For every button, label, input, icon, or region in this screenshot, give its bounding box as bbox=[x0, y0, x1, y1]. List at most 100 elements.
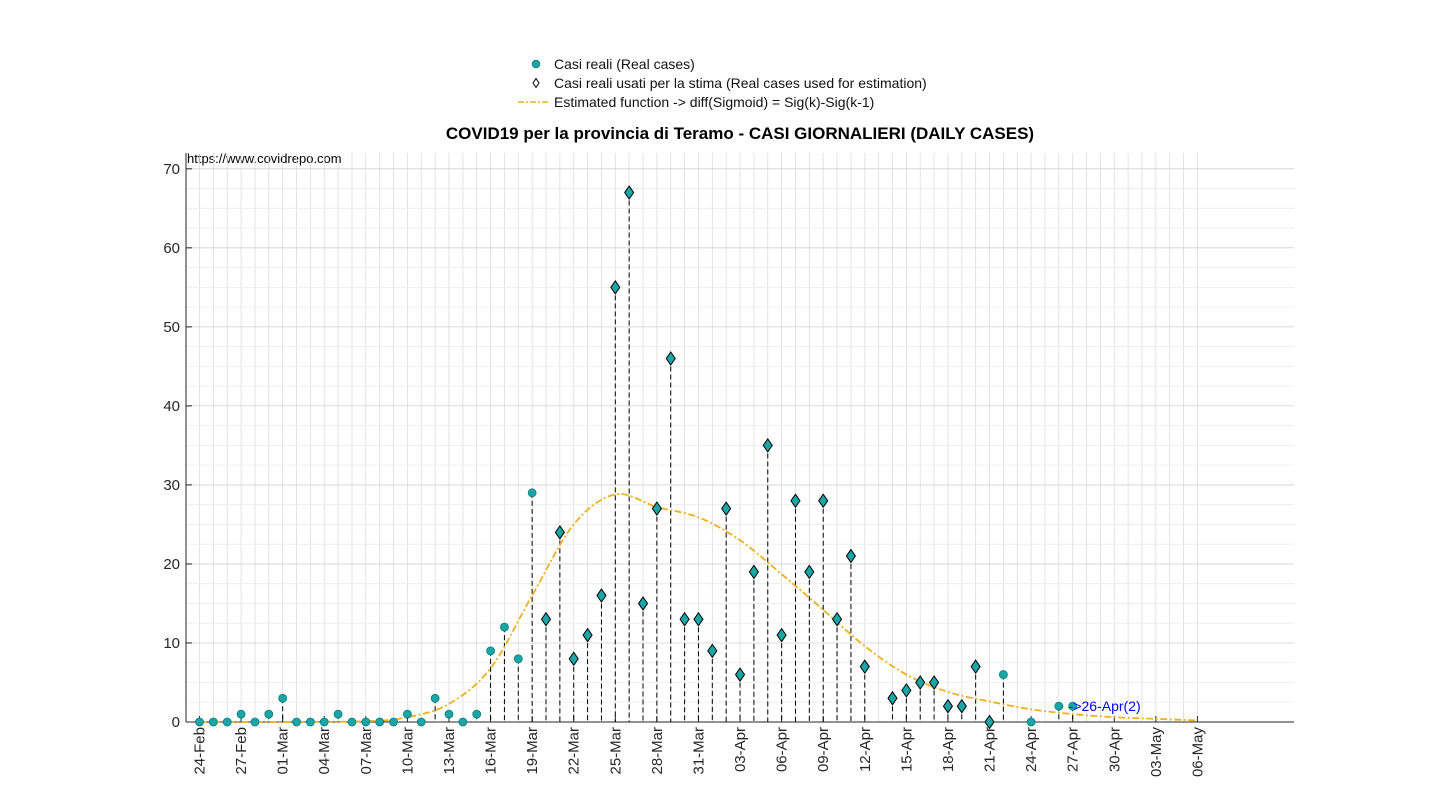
circle-point bbox=[430, 693, 440, 703]
x-tick-label: 22-Mar bbox=[566, 727, 583, 775]
diamond-point bbox=[624, 185, 635, 200]
circle-point bbox=[236, 709, 246, 719]
circle-point bbox=[444, 709, 454, 719]
diamond-point bbox=[610, 279, 621, 295]
diamond-point bbox=[942, 698, 954, 714]
circle-point bbox=[361, 717, 371, 727]
tick-label-layer: 0 10 20 30 40 50 60 70 24-Feb 27-Feb 01-Mar 04-Mar 0… bbox=[163, 161, 1206, 777]
circle-point bbox=[292, 717, 301, 727]
circle-point bbox=[319, 717, 329, 727]
circle-point bbox=[389, 717, 398, 727]
diamond-point bbox=[790, 493, 801, 509]
x-tick-label: 13-Mar bbox=[441, 727, 458, 775]
diamond-point bbox=[887, 690, 898, 706]
diamond-point bbox=[554, 524, 565, 540]
diamond-point bbox=[804, 564, 815, 580]
x-tick-label: 24-Apr bbox=[1023, 727, 1040, 772]
diamond-point bbox=[707, 643, 718, 659]
x-tick-label: 03-May bbox=[1148, 727, 1165, 778]
diamond-point bbox=[901, 683, 912, 698]
x-tick-label: 06-Apr bbox=[774, 727, 791, 772]
diamond-point bbox=[762, 438, 773, 453]
legend-label-real-cases: Casi reali (Real cases) bbox=[554, 56, 695, 72]
x-tick-label: 19-Mar bbox=[524, 727, 541, 775]
x-tick-label: 03-Apr bbox=[732, 727, 749, 772]
y-tick-label: 0 bbox=[172, 714, 180, 731]
circle-point bbox=[195, 717, 204, 727]
diamond-point bbox=[776, 627, 787, 643]
x-tick-label: 18-Apr bbox=[940, 727, 957, 772]
circle-point bbox=[486, 646, 495, 656]
circle-point bbox=[416, 717, 426, 727]
y-tick-label: 10 bbox=[163, 635, 180, 652]
circle-point bbox=[500, 622, 509, 632]
x-tick-label: 01-Mar bbox=[275, 727, 292, 775]
diamond-point bbox=[928, 675, 940, 690]
circle-point bbox=[1026, 717, 1036, 727]
circle-point bbox=[375, 717, 385, 727]
x-tick-label: 07-Mar bbox=[358, 727, 375, 775]
diamond-point bbox=[693, 611, 704, 627]
chart-title: COVID19 per la provincia di Teramo - CAS… bbox=[445, 124, 1035, 143]
circle-point bbox=[458, 717, 468, 727]
diamond-point bbox=[540, 611, 552, 627]
diamond-point bbox=[721, 501, 732, 517]
circle-point bbox=[250, 717, 260, 727]
diamond-point bbox=[734, 667, 746, 682]
x-tick-label: 28-Mar bbox=[649, 727, 666, 775]
y-tick-label: 50 bbox=[163, 319, 180, 336]
circle-point bbox=[305, 717, 315, 727]
diamond-point bbox=[818, 493, 829, 509]
circle-point bbox=[513, 654, 523, 664]
diamond-point bbox=[859, 659, 870, 675]
y-tick-label: 60 bbox=[163, 240, 180, 257]
circle-point bbox=[264, 709, 274, 719]
diamond-point bbox=[596, 588, 607, 603]
annotation-label: ->26-Apr(2) bbox=[1069, 698, 1141, 714]
circle-point bbox=[402, 709, 412, 719]
diamond-point bbox=[637, 596, 649, 611]
circle-point bbox=[527, 488, 537, 498]
fit-curve-layer bbox=[199, 493, 1198, 723]
circle-point bbox=[333, 709, 343, 719]
y-tick-label: 30 bbox=[163, 477, 180, 494]
y-tick-label: 20 bbox=[163, 556, 180, 573]
circle-point bbox=[347, 717, 357, 727]
diamond-point bbox=[665, 351, 676, 366]
diamond-point bbox=[651, 501, 662, 517]
diamond-point bbox=[970, 659, 981, 675]
x-tick-label: 10-Mar bbox=[399, 727, 416, 775]
diamond-point bbox=[956, 698, 967, 714]
x-tick-label: 31-Mar bbox=[690, 727, 707, 775]
y-tick-label: 70 bbox=[163, 161, 180, 178]
grid-lines bbox=[186, 153, 1294, 723]
x-tick-label: 25-Mar bbox=[607, 727, 624, 775]
y-tick-label: 40 bbox=[163, 398, 180, 415]
x-tick-label: 27-Apr bbox=[1065, 727, 1082, 772]
circle-point bbox=[998, 670, 1008, 679]
x-tick-label: 27-Feb bbox=[233, 727, 250, 775]
diamond-point bbox=[679, 611, 690, 627]
x-tick-label: 04-Mar bbox=[316, 727, 333, 775]
legend-circle-marker-icon bbox=[531, 59, 541, 69]
marker-layer bbox=[195, 185, 1078, 730]
circle-point bbox=[208, 717, 218, 727]
diamond-point bbox=[831, 611, 843, 627]
x-tick-label: 21-Apr bbox=[982, 727, 999, 772]
legend: Casi reali (Real cases) Casi reali usati… bbox=[512, 55, 972, 115]
diamond-point bbox=[845, 548, 857, 564]
x-tick-label: 24-Feb bbox=[192, 727, 209, 775]
legend-diamond-marker-icon bbox=[532, 77, 540, 89]
x-tick-label: 12-Apr bbox=[857, 727, 874, 772]
circle-point bbox=[1068, 701, 1078, 711]
x-tick-label: 16-Mar bbox=[483, 727, 500, 775]
diamond-point bbox=[915, 675, 926, 690]
x-tick-label: 30-Apr bbox=[1106, 727, 1123, 772]
source-url-note: https://www.covidrepo.com bbox=[187, 151, 342, 166]
diamond-point bbox=[582, 627, 593, 643]
stem-lines bbox=[240, 192, 1074, 722]
circle-point bbox=[472, 709, 482, 719]
legend-label-estimated: Estimated function -> diff(Sigmoid) = Si… bbox=[554, 94, 875, 110]
